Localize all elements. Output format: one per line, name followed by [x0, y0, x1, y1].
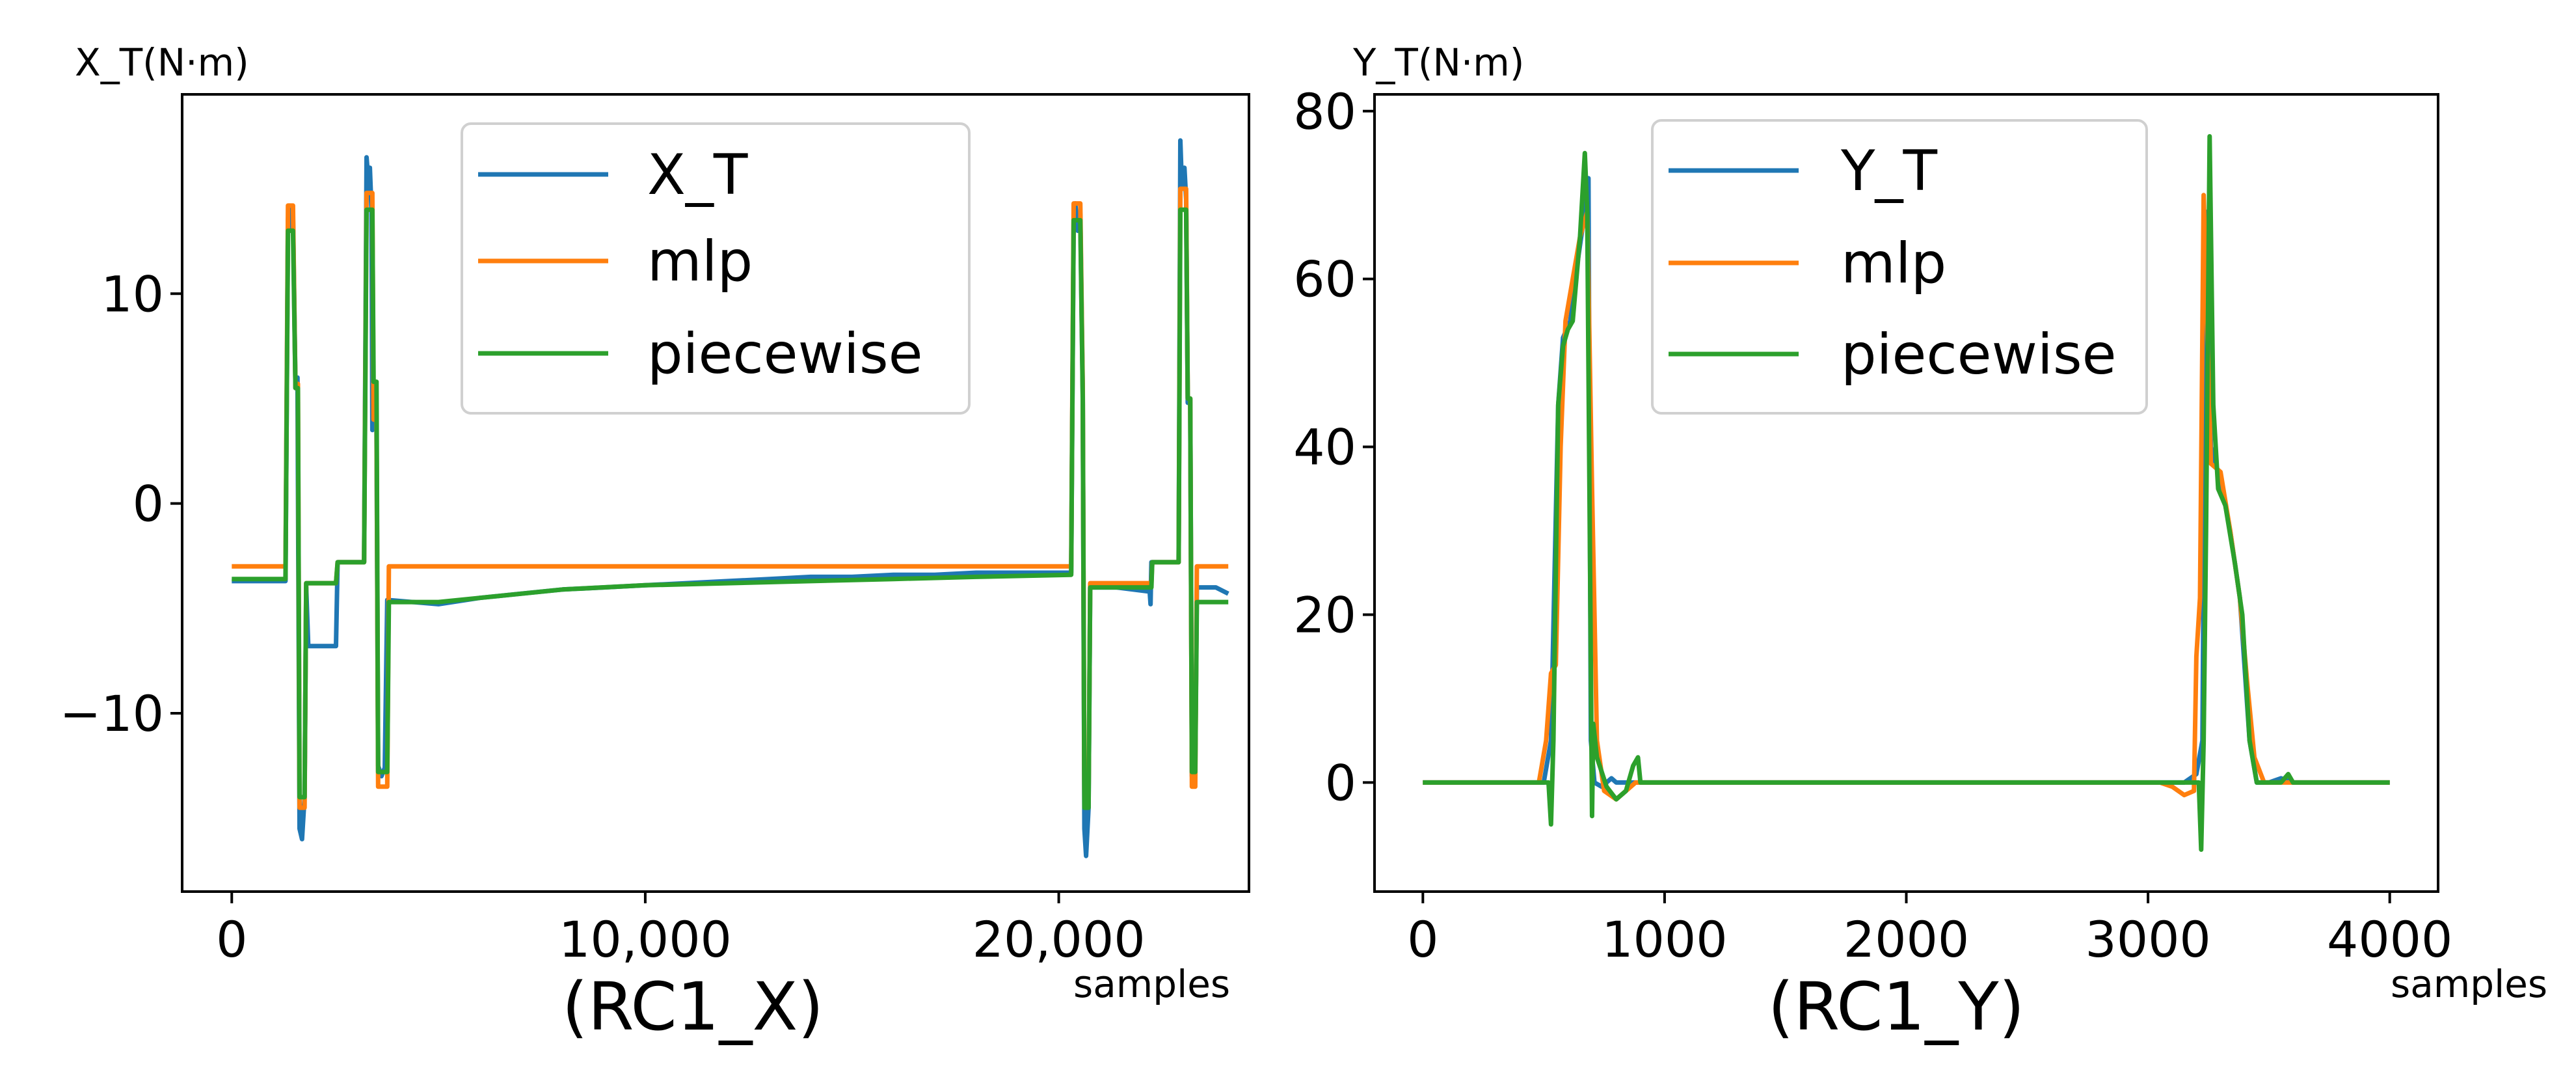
x-tick-label: 4000: [2327, 910, 2452, 968]
chart-caption: (RC1_Y): [1768, 968, 2025, 1046]
x-tick-label: 2000: [1844, 910, 1969, 968]
legend: Y_T mlp piecewise: [1651, 119, 2148, 415]
x-tick-label: 0: [1407, 910, 1438, 968]
x-tick-label: 20,000: [973, 910, 1146, 968]
chart-rc1-y: Y_T(N·m) 0 1000 2000 3000 4000 80 60 40 20 0 Y_T …: [1293, 40, 2547, 1046]
x-tick-label: 0: [216, 910, 247, 968]
series-layer: [1423, 134, 2390, 852]
x-axis-label: samples: [2391, 962, 2547, 1006]
series-line-piecewise: [232, 207, 1229, 810]
y-tick-label: 60: [1293, 251, 1356, 308]
x-tick-label: 1000: [1602, 910, 1727, 968]
series-line-mlp: [232, 186, 1229, 810]
y-tick-label: 0: [1325, 754, 1356, 812]
series-line-piecewise: [1423, 134, 2390, 852]
legend: X_T mlp piecewise: [461, 122, 971, 415]
y-tick-label: 40: [1293, 418, 1356, 476]
legend-box: [461, 122, 971, 415]
y-tick-label: 0: [133, 475, 164, 533]
legend-label-mlp: mlp: [1841, 231, 1946, 296]
legend-label-y-t: Y_T: [1840, 139, 1938, 204]
series-layer: [232, 138, 1229, 858]
x-tick-label: 3000: [2085, 910, 2210, 968]
chart-caption: (RC1_X): [562, 968, 824, 1046]
legend-label-piecewise: piecewise: [1841, 322, 2117, 387]
legend-label-piecewise: piecewise: [647, 321, 923, 387]
y-tick-label: −10: [60, 685, 164, 743]
legend-box: [1651, 119, 2148, 415]
tick-layer: 0 1000 2000 3000 4000 80 60 40 20 0: [1293, 83, 2452, 968]
legend-label-mlp: mlp: [647, 229, 753, 294]
x-tick-label: 10,000: [559, 910, 732, 968]
tick-layer: 0 10,000 20,000 10 0 −10: [60, 265, 1146, 968]
legend-label-x-t: X_T: [647, 143, 748, 208]
y-axis-label: X_T(N·m): [75, 40, 249, 85]
chart-rc1-x: X_T(N·m) 0 10,000 20,000 10 0 −10 X_T mlp pie…: [60, 40, 1250, 1046]
y-tick-label: 20: [1293, 586, 1356, 644]
y-tick-label: 80: [1293, 83, 1356, 141]
y-tick-label: 10: [101, 265, 164, 323]
plot-frame: [181, 93, 1250, 893]
x-axis-label: samples: [1073, 962, 1230, 1006]
y-axis-label: Y_T(N·m): [1352, 40, 1524, 85]
